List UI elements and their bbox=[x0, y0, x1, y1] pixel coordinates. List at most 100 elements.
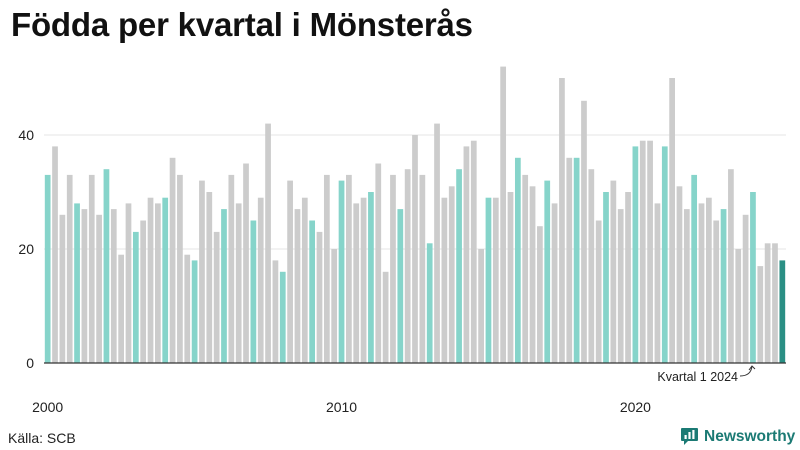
bar bbox=[52, 146, 58, 363]
bar bbox=[764, 243, 771, 363]
bar bbox=[213, 231, 220, 363]
bar bbox=[470, 140, 477, 363]
bar bbox=[647, 140, 653, 363]
bar bbox=[720, 209, 727, 363]
bar bbox=[426, 243, 433, 363]
bar bbox=[735, 249, 742, 363]
x-axis-ticks: 2000 2010 2020 bbox=[32, 399, 651, 415]
bar bbox=[221, 209, 227, 363]
bar bbox=[750, 192, 756, 363]
bar bbox=[485, 197, 492, 363]
brand-name: Newsworthy bbox=[704, 427, 796, 445]
bar bbox=[661, 146, 668, 363]
bar bbox=[147, 197, 154, 363]
bar bbox=[610, 180, 617, 363]
x-tick-label: 2020 bbox=[620, 399, 651, 415]
bar bbox=[551, 203, 558, 363]
y-tick-label: 40 bbox=[18, 127, 34, 143]
bar bbox=[772, 243, 778, 363]
bar bbox=[559, 78, 565, 363]
bar bbox=[81, 209, 88, 363]
bar bbox=[206, 192, 213, 363]
bar bbox=[382, 271, 389, 363]
source-note: Källa: SCB bbox=[8, 430, 76, 446]
bar bbox=[375, 163, 382, 363]
x-tick-label: 2010 bbox=[326, 399, 357, 415]
bar bbox=[272, 260, 279, 363]
bar bbox=[257, 197, 264, 363]
y-tick-label: 20 bbox=[18, 241, 34, 257]
bar bbox=[779, 260, 786, 363]
bar bbox=[713, 220, 720, 363]
bar bbox=[88, 174, 95, 363]
chart-title: Födda per kvartal i Mönsterås bbox=[11, 6, 473, 43]
bar bbox=[199, 180, 205, 363]
brand-logo: Newsworthy bbox=[680, 427, 795, 446]
bar bbox=[573, 157, 580, 363]
bar bbox=[728, 169, 734, 363]
chart-bubble-icon bbox=[681, 428, 698, 445]
annotation-arrow bbox=[739, 365, 756, 377]
bar bbox=[412, 135, 418, 363]
bar bbox=[478, 249, 484, 363]
bar bbox=[294, 209, 301, 363]
y-axis-ticks: 0 20 40 bbox=[18, 127, 34, 371]
bar bbox=[235, 203, 242, 363]
bar bbox=[140, 220, 147, 363]
bar bbox=[595, 220, 602, 363]
bar bbox=[353, 203, 360, 363]
bar bbox=[162, 197, 169, 363]
bar bbox=[110, 209, 117, 363]
bar bbox=[301, 197, 308, 363]
bar bbox=[265, 123, 271, 363]
bar bbox=[96, 214, 102, 363]
bar bbox=[588, 169, 595, 363]
bar bbox=[419, 174, 426, 363]
bar bbox=[331, 249, 338, 363]
bar bbox=[757, 266, 764, 363]
bar bbox=[66, 174, 73, 363]
bar bbox=[456, 169, 462, 363]
bar bbox=[617, 209, 624, 363]
x-tick-label: 2000 bbox=[32, 399, 63, 415]
bar bbox=[169, 157, 176, 363]
bar bbox=[118, 254, 124, 363]
bar bbox=[228, 174, 235, 363]
bar bbox=[639, 140, 646, 363]
bar bbox=[434, 123, 440, 363]
y-tick-label: 0 bbox=[26, 355, 34, 371]
bar bbox=[191, 260, 198, 363]
bar bbox=[59, 214, 66, 363]
bar bbox=[279, 271, 286, 363]
bar bbox=[603, 192, 609, 363]
annotation-label: Kvartal 1 2024 bbox=[657, 370, 738, 384]
bar bbox=[155, 203, 161, 363]
bar bbox=[669, 78, 675, 363]
bar bbox=[676, 186, 683, 363]
bar bbox=[706, 197, 712, 363]
bar bbox=[654, 203, 661, 363]
latest-annotation: Kvartal 1 2024 bbox=[657, 365, 756, 384]
bar bbox=[323, 174, 330, 363]
bar bbox=[683, 209, 690, 363]
bar bbox=[177, 174, 183, 363]
bar bbox=[338, 180, 345, 363]
bars bbox=[44, 66, 786, 364]
bar bbox=[463, 146, 470, 363]
bar bbox=[368, 192, 374, 363]
bar bbox=[74, 203, 80, 363]
bar bbox=[360, 197, 367, 363]
bar bbox=[492, 197, 499, 363]
bar bbox=[346, 174, 352, 363]
bar bbox=[742, 214, 749, 363]
bar bbox=[514, 157, 521, 363]
bar bbox=[397, 209, 404, 363]
bar bbox=[448, 186, 455, 363]
bar bbox=[404, 169, 411, 363]
bar bbox=[184, 254, 191, 363]
bar bbox=[537, 226, 543, 363]
bar bbox=[243, 163, 249, 363]
bar bbox=[125, 203, 132, 363]
bar bbox=[507, 192, 514, 363]
